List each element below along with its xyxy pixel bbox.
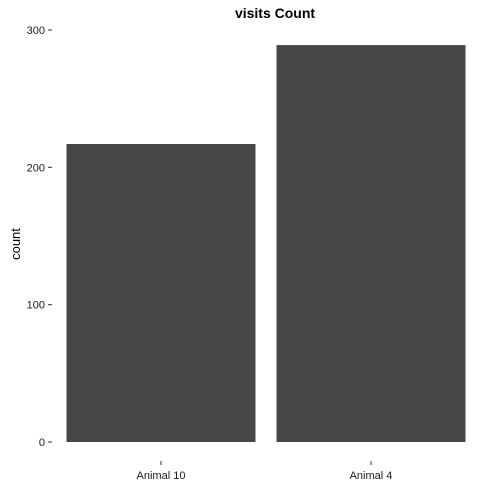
- y-tick-label: 300: [27, 25, 45, 37]
- y-axis: 0 100 200 300: [27, 25, 52, 449]
- x-tick-label: Animal 10: [137, 470, 186, 482]
- x-axis: Animal 10 Animal 4: [137, 461, 393, 482]
- y-tick-label: 100: [27, 300, 45, 312]
- bar-animal-4: [276, 45, 466, 442]
- y-axis-label: count: [8, 228, 23, 260]
- x-tick-label: Animal 4: [350, 470, 393, 482]
- y-tick-label: 0: [39, 437, 45, 449]
- plot-area: [66, 45, 466, 442]
- y-tick-label: 200: [27, 162, 45, 174]
- bar-animal-10: [66, 144, 256, 442]
- chart-title: visits Count: [235, 5, 315, 21]
